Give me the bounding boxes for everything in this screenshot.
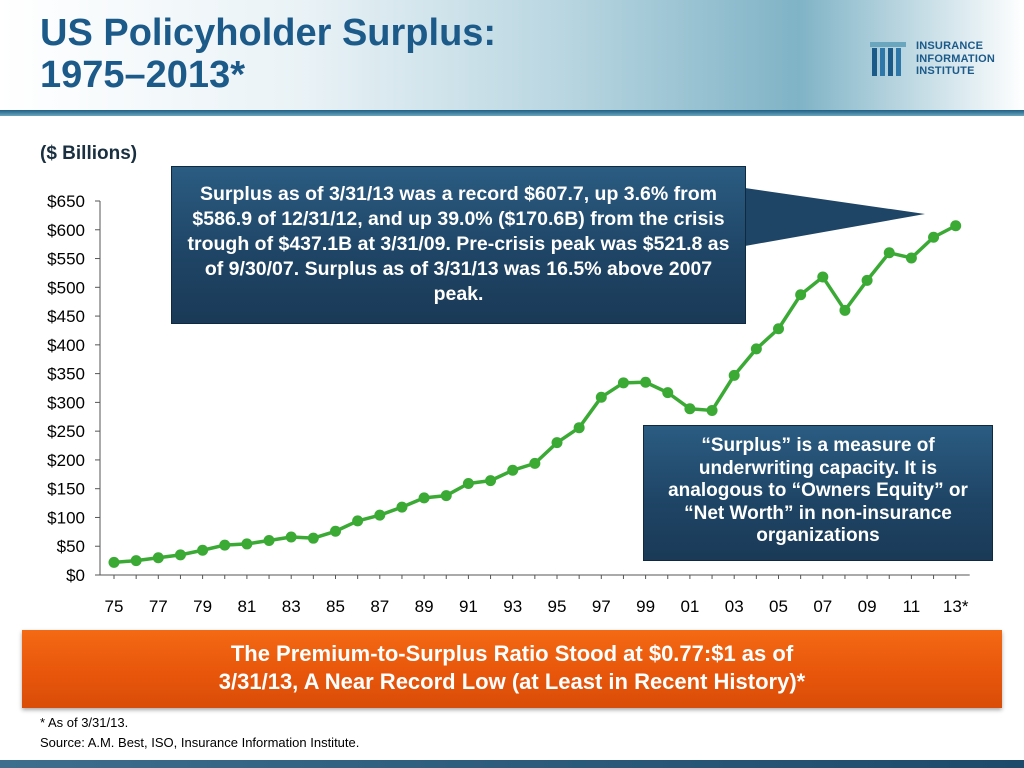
data-point	[307, 532, 319, 544]
data-point	[728, 369, 740, 381]
y-tick-label: $450	[47, 307, 85, 326]
data-point	[928, 231, 940, 243]
x-tick-label: 01	[680, 597, 699, 616]
data-point	[883, 247, 895, 259]
data-point	[352, 515, 364, 527]
data-point	[174, 549, 186, 561]
header-background	[0, 0, 1024, 112]
x-tick-label: 85	[326, 597, 345, 616]
banner-line-2: 3/31/13, A Near Record Low (at Least in …	[218, 669, 806, 694]
footnote: * As of 3/31/13. Source: A.M. Best, ISO,…	[40, 713, 359, 753]
x-tick-label: 13*	[943, 597, 969, 616]
data-point	[795, 289, 807, 301]
data-point	[219, 539, 231, 551]
page-title: US Policyholder Surplus: 1975–2013*	[40, 12, 496, 96]
x-tick-label: 97	[592, 597, 611, 616]
y-tick-label: $250	[47, 422, 85, 441]
data-point	[440, 490, 452, 502]
data-point	[573, 422, 585, 434]
data-point	[950, 220, 962, 232]
data-point	[485, 475, 497, 487]
x-tick-label: 95	[548, 597, 567, 616]
data-point	[197, 544, 209, 556]
x-tick-label: 75	[105, 597, 124, 616]
data-point	[241, 538, 253, 550]
bottom-bar	[0, 760, 1024, 768]
logo-line-3: INSTITUTE	[916, 65, 975, 77]
x-tick-label: 81	[237, 597, 256, 616]
data-point	[152, 552, 164, 564]
x-tick-label: 09	[858, 597, 877, 616]
y-tick-label: $550	[47, 250, 85, 269]
callout-pointer	[745, 188, 925, 246]
data-point	[396, 501, 408, 513]
logo-line-2: INFORMATION	[916, 52, 995, 65]
y-tick-label: $300	[47, 393, 85, 412]
y-tick-label: $100	[47, 508, 85, 527]
y-tick-label: $50	[57, 537, 85, 556]
x-tick-label: 03	[725, 597, 744, 616]
data-point	[418, 492, 430, 504]
record-surplus-callout: Surplus as of 3/31/13 was a record $607.…	[171, 166, 746, 324]
x-tick-label: 07	[813, 597, 832, 616]
x-tick-label: 83	[282, 597, 301, 616]
x-tick-label: 93	[503, 597, 522, 616]
iii-logo: INSURANCE INFORMATION INSTITUTE	[870, 36, 1020, 84]
data-point	[640, 376, 652, 388]
premium-to-surplus-banner: The Premium-to-Surplus Ratio Stood at $0…	[22, 630, 1002, 708]
x-tick-label: 79	[193, 597, 212, 616]
data-point	[839, 304, 851, 316]
data-point	[462, 478, 474, 490]
data-point	[529, 457, 541, 469]
y-tick-label: $600	[47, 221, 85, 240]
x-tick-label: 91	[459, 597, 478, 616]
data-point	[817, 271, 829, 283]
data-point	[595, 391, 607, 403]
y-tick-label: $200	[47, 451, 85, 470]
data-point	[905, 252, 917, 264]
data-point	[108, 556, 120, 568]
data-point	[551, 437, 563, 449]
iii-logo-text: INSURANCE INFORMATION INSTITUTE	[916, 40, 995, 78]
iii-logo-icon	[870, 42, 906, 76]
x-tick-label: 99	[636, 597, 655, 616]
data-point	[750, 343, 762, 355]
data-point	[861, 274, 873, 286]
data-point	[617, 377, 629, 389]
y-tick-label: $150	[47, 480, 85, 499]
data-point	[330, 525, 341, 537]
footnote-source: Source: A.M. Best, ISO, Insurance Inform…	[40, 735, 360, 750]
y-tick-label: $0	[66, 566, 85, 585]
x-tick-label: 87	[370, 597, 389, 616]
data-point	[263, 534, 275, 546]
y-tick-label: $650	[47, 192, 85, 211]
x-tick-label: 77	[149, 597, 168, 616]
data-point	[374, 509, 386, 521]
data-point	[130, 555, 142, 567]
data-point	[706, 404, 718, 416]
data-point	[285, 531, 297, 543]
title-line-1: US Policyholder Surplus:	[40, 12, 497, 54]
footnote-asof: * As of 3/31/13.	[40, 715, 129, 730]
units-label: ($ Billions)	[40, 143, 138, 164]
data-point	[684, 403, 696, 415]
x-tick-label: 11	[903, 597, 921, 616]
y-tick-label: $400	[47, 336, 85, 355]
surplus-definition-callout: “Surplus” is a measure of underwriting c…	[643, 425, 993, 561]
title-line-2: 1975–2013*	[40, 54, 245, 96]
header-divider	[0, 110, 1024, 116]
data-point	[507, 464, 519, 476]
banner-line-1: The Premium-to-Surplus Ratio Stood at $0…	[230, 641, 794, 666]
data-point	[773, 323, 784, 335]
data-point	[662, 387, 674, 399]
y-tick-label: $500	[47, 278, 85, 297]
x-tick-label: 89	[415, 597, 434, 616]
logo-line-1: INSURANCE	[916, 40, 984, 52]
y-tick-label: $350	[47, 365, 85, 384]
x-tick-label: 05	[769, 597, 788, 616]
